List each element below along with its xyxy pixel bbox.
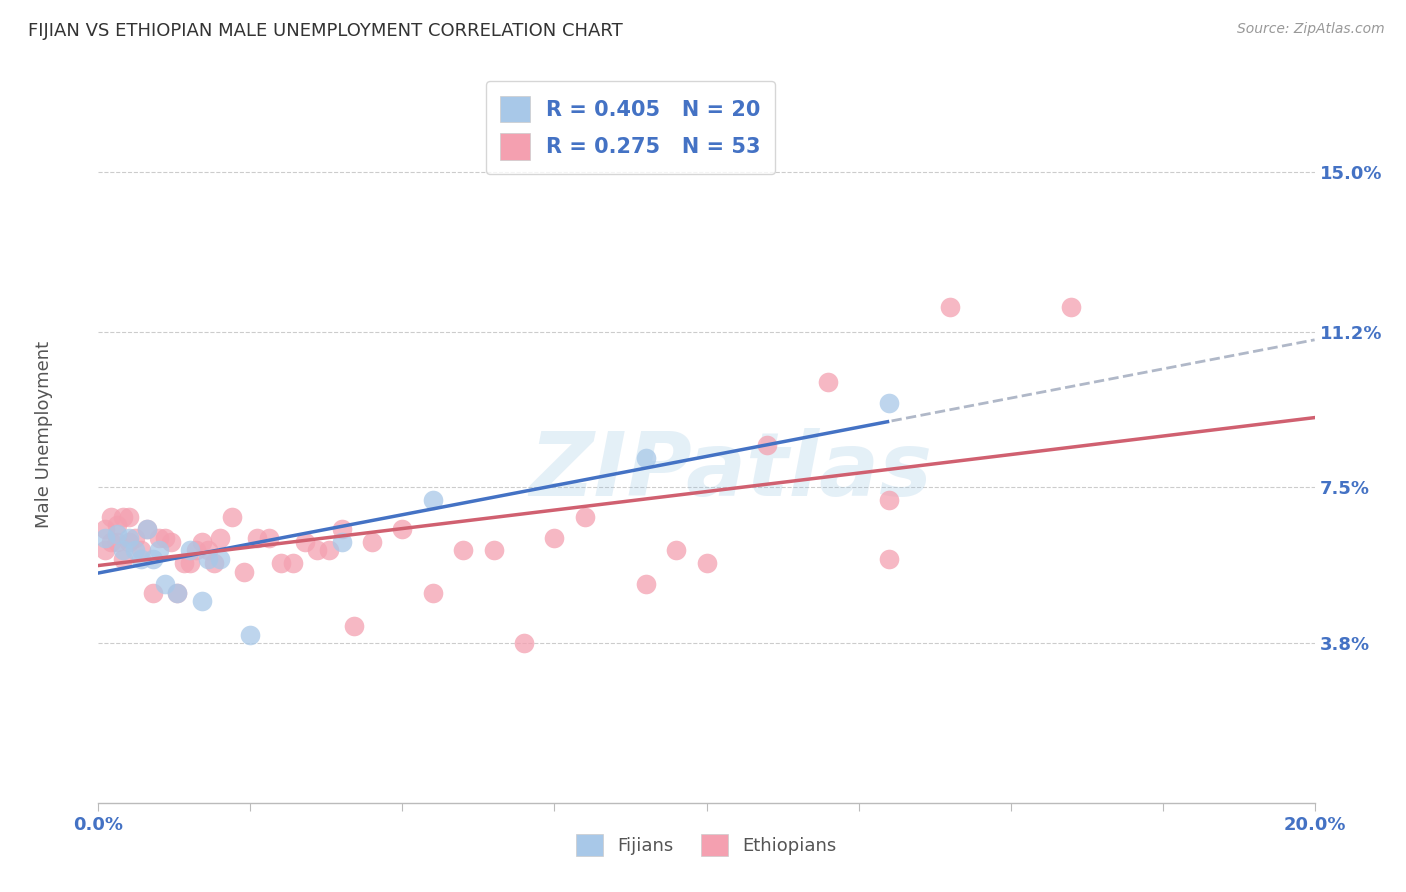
Point [197,543,219,558]
Point [166,585,188,599]
Point [756,438,779,452]
Text: FIJIAN VS ETHIOPIAN MALE UNEMPLOYMENT CORRELATION CHART: FIJIAN VS ETHIOPIAN MALE UNEMPLOYMENT CO… [28,22,623,40]
Point [330,535,353,549]
Point [209,552,232,566]
Point [179,543,201,558]
Point [129,552,152,566]
Point [209,531,232,545]
Point [111,543,134,558]
Point [294,535,316,549]
Point [281,556,304,570]
Point [513,636,536,650]
Point [148,543,170,558]
Point [817,376,839,390]
Point [136,523,159,537]
Point [634,450,657,465]
Point [124,531,146,545]
Point [160,535,183,549]
Point [118,531,141,545]
Point [391,523,413,537]
Point [422,493,444,508]
Point [939,300,962,314]
Point [197,552,219,566]
Point [330,523,353,537]
Point [270,556,292,570]
Point [142,552,165,566]
Point [136,523,159,537]
Point [482,543,505,558]
Point [191,594,214,608]
Point [124,543,146,558]
Point [233,565,256,579]
Point [155,577,177,591]
Point [100,509,122,524]
Point [129,543,152,558]
Point [343,619,366,633]
Point [307,543,329,558]
Text: Male Unemployment: Male Unemployment [35,342,52,528]
Point [318,543,340,558]
Text: Source: ZipAtlas.com: Source: ZipAtlas.com [1237,22,1385,37]
Point [877,493,900,508]
Point [100,535,122,549]
Point [184,543,207,558]
Legend: Fijians, Ethiopians: Fijians, Ethiopians [569,827,844,863]
Point [93,523,115,537]
Point [166,585,188,599]
Point [422,585,444,599]
Point [105,535,128,549]
Point [111,509,134,524]
Point [221,509,243,524]
Point [1060,300,1083,314]
Point [118,509,141,524]
Point [191,535,214,549]
Point [245,531,267,545]
Point [543,531,565,545]
Point [93,543,115,558]
Point [105,526,128,541]
Point [155,531,177,545]
Point [179,556,201,570]
Point [93,531,115,545]
Point [202,556,225,570]
Point [877,396,900,410]
Point [111,552,134,566]
Point [257,531,280,545]
Point [361,535,384,549]
Point [148,531,170,545]
Point [574,509,596,524]
Point [665,543,688,558]
Point [696,556,718,570]
Text: ZIPatlas: ZIPatlas [529,428,932,516]
Point [105,518,128,533]
Point [142,585,165,599]
Point [239,627,262,641]
Point [173,556,195,570]
Point [634,577,657,591]
Point [453,543,475,558]
Point [118,535,141,549]
Point [877,552,900,566]
